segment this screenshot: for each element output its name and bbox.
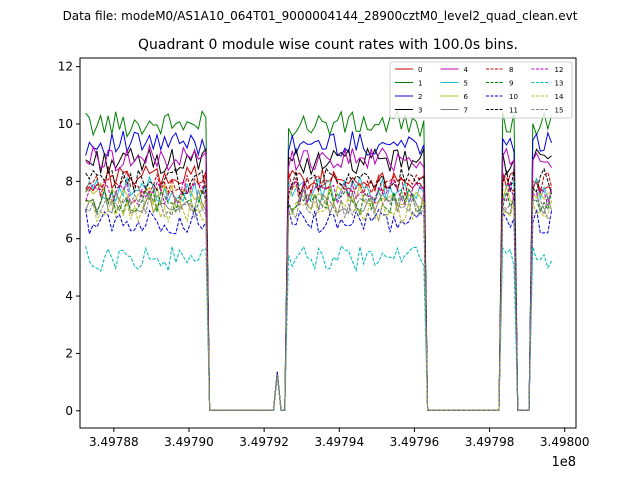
legend-label-7: 7 <box>464 107 468 115</box>
legend-label-12: 12 <box>555 66 564 74</box>
x-axis: 3.49788 3.49790 3.49792 3.49794 3.49796 3.497… <box>89 428 590 449</box>
series-line-7 <box>85 187 553 411</box>
y-tick-label: 8 <box>65 174 73 188</box>
series-line-4 <box>85 143 552 411</box>
x-offset-label: 1e8 <box>551 455 576 470</box>
series-line-13 <box>85 244 553 411</box>
legend-label-6: 6 <box>464 93 469 101</box>
legend-label-13: 13 <box>555 80 564 88</box>
y-axis: 0 2 4 6 8 10 12 <box>58 60 80 418</box>
x-tick-label: 3.49790 <box>164 435 214 449</box>
series-line-6 <box>85 182 552 411</box>
series-line-15 <box>85 193 552 411</box>
series-line-10 <box>85 206 553 411</box>
figure-suptitle: Data file: modeM0/AS1A10_064T01_90000041… <box>63 9 578 23</box>
x-tick-label: 3.49792 <box>239 435 289 449</box>
legend-label-11: 11 <box>509 107 518 115</box>
y-tick-label: 4 <box>65 289 73 303</box>
legend-label-10: 10 <box>509 93 518 101</box>
legend-box <box>389 61 573 119</box>
series-line-12 <box>85 179 553 411</box>
legend-label-0: 0 <box>418 66 422 74</box>
legend-label-9: 9 <box>509 80 513 88</box>
series-line-14 <box>85 197 553 411</box>
y-tick-label: 2 <box>65 346 73 360</box>
legend-label-14: 14 <box>555 93 564 101</box>
series-layer <box>85 109 553 411</box>
x-tick-label: 3.49798 <box>465 435 515 449</box>
x-tick-label: 3.49796 <box>390 435 440 449</box>
legend-label-5: 5 <box>464 80 468 88</box>
x-tick-label: 3.49788 <box>89 435 139 449</box>
y-tick-label: 12 <box>58 60 73 74</box>
chart-title: Quadrant 0 module wise count rates with … <box>138 37 518 53</box>
legend-label-4: 4 <box>464 66 469 74</box>
y-tick-label: 0 <box>65 404 73 418</box>
legend-label-2: 2 <box>418 93 422 101</box>
series-line-0 <box>85 164 552 411</box>
legend-label-8: 8 <box>509 66 513 74</box>
legend-label-15: 15 <box>555 107 564 115</box>
series-line-9 <box>85 187 553 411</box>
y-tick-label: 6 <box>65 232 73 246</box>
x-tick-label: 3.49794 <box>314 435 364 449</box>
plot-frame <box>79 57 577 429</box>
x-tick-label: 3.49800 <box>540 435 590 449</box>
legend-label-1: 1 <box>418 80 422 88</box>
y-tick-label: 10 <box>58 117 73 131</box>
series-line-2 <box>85 131 553 411</box>
legend-label-3: 3 <box>418 107 422 115</box>
